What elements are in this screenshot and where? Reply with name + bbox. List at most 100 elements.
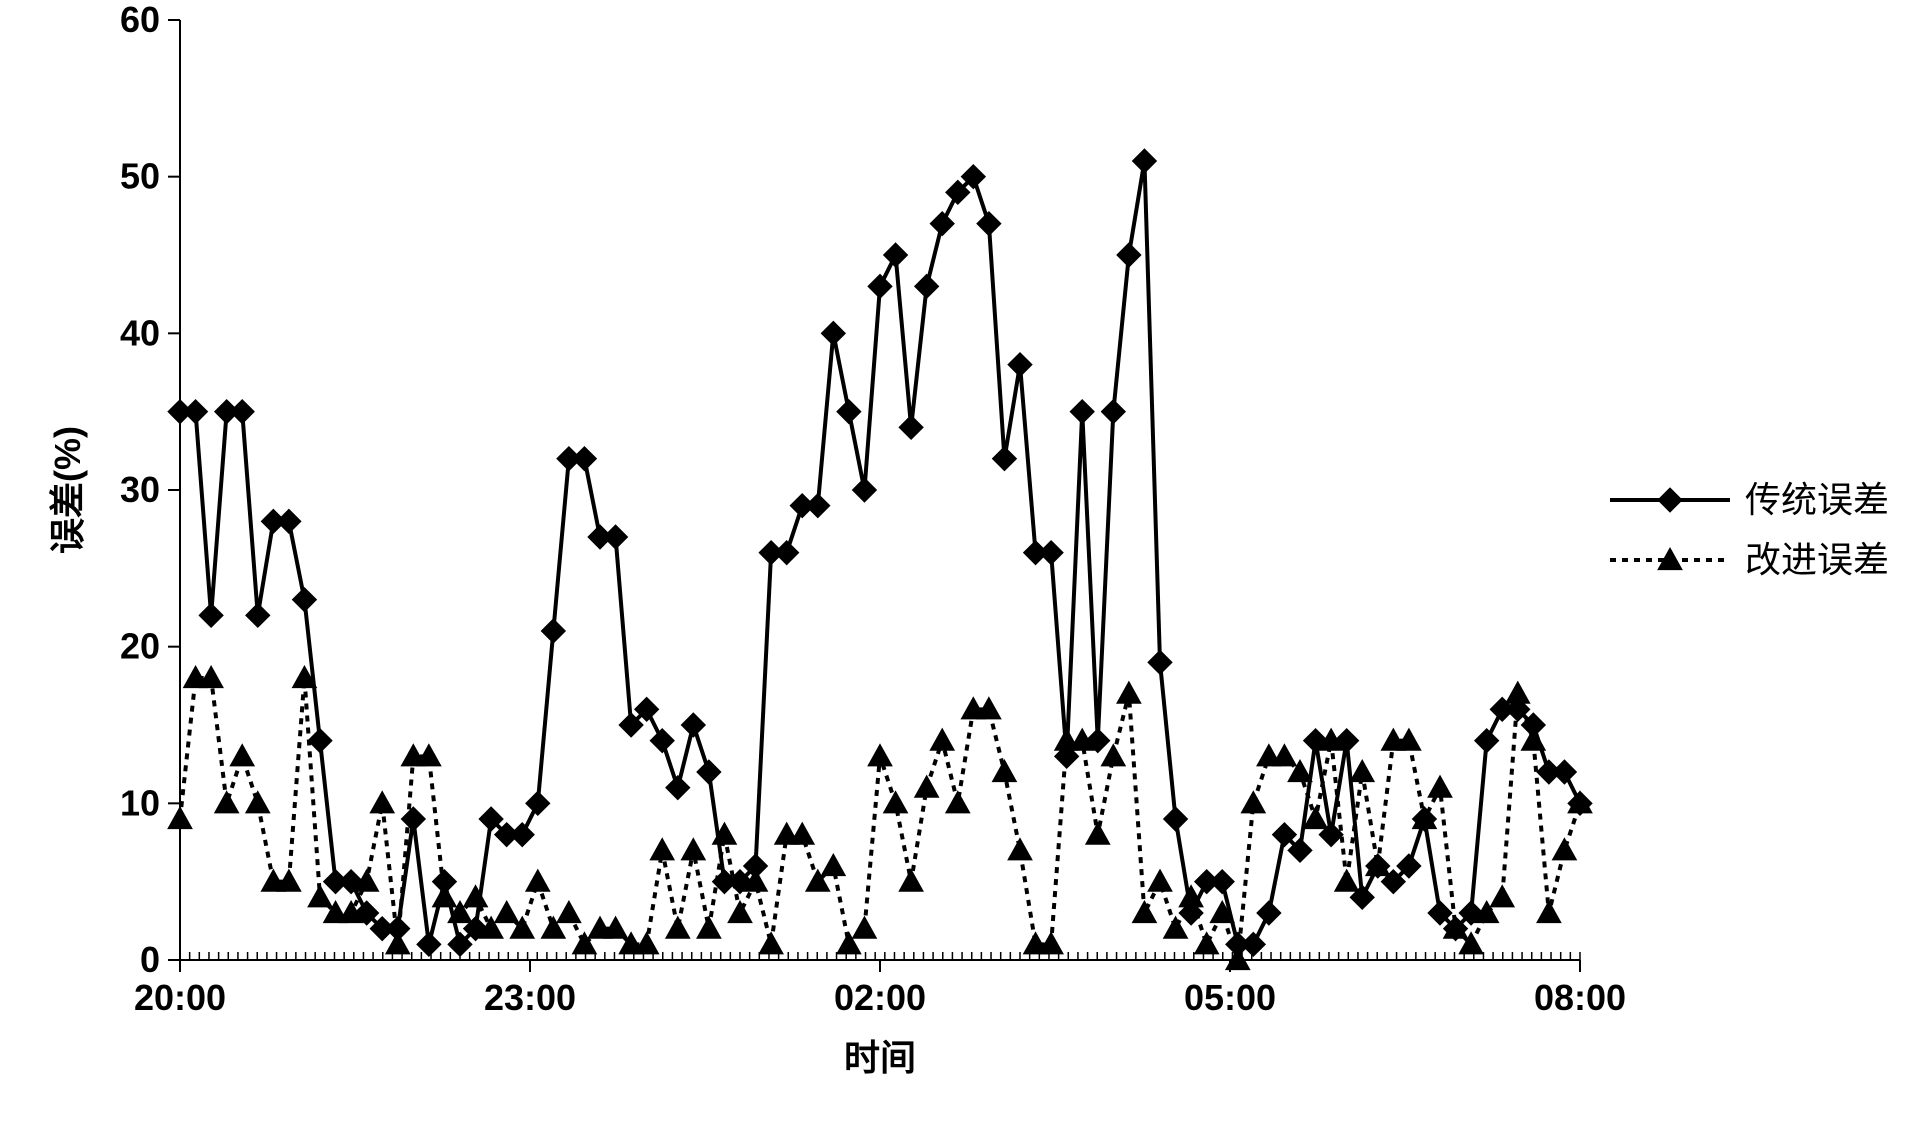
y-tick-label: 50	[120, 156, 160, 197]
diamond-marker	[1070, 400, 1094, 424]
triangle-marker	[432, 885, 456, 907]
triangle-marker	[946, 791, 970, 813]
diamond-marker	[1475, 729, 1499, 753]
diamond-marker	[199, 603, 223, 627]
triangle-marker	[884, 791, 908, 813]
diamond-marker	[541, 619, 565, 643]
triangle-marker	[899, 870, 923, 892]
triangle-marker	[1101, 744, 1125, 766]
triangle-marker	[308, 885, 332, 907]
diamond-marker	[697, 760, 721, 784]
diamond-marker	[230, 400, 254, 424]
diamond-marker	[1008, 353, 1032, 377]
triangle-marker	[1350, 760, 1374, 782]
diamond-marker	[821, 321, 845, 345]
triangle-marker	[168, 807, 192, 829]
triangle-marker	[790, 823, 814, 845]
y-tick-label: 20	[120, 626, 160, 667]
triangle-marker	[868, 744, 892, 766]
diamond-marker	[899, 415, 923, 439]
diamond-marker	[292, 588, 316, 612]
diamond-marker	[604, 525, 628, 549]
triangle-marker	[1428, 776, 1452, 798]
x-axis-label: 时间	[844, 1037, 916, 1078]
triangle-marker	[557, 901, 581, 923]
triangle-marker	[681, 838, 705, 860]
y-axis-label: 误差(%)	[47, 426, 88, 554]
triangle-marker	[215, 791, 239, 813]
triangle-marker	[1506, 682, 1530, 704]
diamond-marker	[401, 807, 425, 831]
diamond-marker	[1132, 149, 1156, 173]
diamond-marker	[1164, 807, 1188, 831]
triangle-marker	[1552, 838, 1576, 860]
triangle-marker	[464, 885, 488, 907]
diamond-marker	[1039, 541, 1063, 565]
triangle-marker	[1117, 682, 1141, 704]
triangle-marker	[1521, 729, 1545, 751]
diamond-marker	[1552, 760, 1576, 784]
x-tick-label: 08:00	[1534, 977, 1626, 1018]
triangle-marker	[1490, 885, 1514, 907]
triangle-marker	[992, 760, 1016, 782]
diamond-marker	[277, 509, 301, 533]
line-chart: 010203040506020:0023:0002:0005:0008:00误差…	[0, 0, 1924, 1134]
triangle-marker	[1272, 744, 1296, 766]
legend-label: 传统误差	[1745, 479, 1889, 520]
diamond-marker	[977, 212, 1001, 236]
diamond-marker	[184, 400, 208, 424]
diamond-marker	[666, 776, 690, 800]
triangle-marker	[1537, 901, 1561, 923]
x-tick-label: 20:00	[134, 977, 226, 1018]
triangle-marker	[650, 838, 674, 860]
x-tick-label: 02:00	[834, 977, 926, 1018]
diamond-marker	[526, 791, 550, 815]
diamond-marker	[837, 400, 861, 424]
diamond-marker	[1257, 901, 1281, 925]
diamond-marker	[650, 729, 674, 753]
triangle-marker	[230, 744, 254, 766]
diamond-marker	[1117, 243, 1141, 267]
y-tick-label: 40	[120, 312, 160, 353]
triangle-marker	[1148, 870, 1172, 892]
triangle-marker	[852, 917, 876, 939]
diamond-marker	[806, 494, 830, 518]
triangle-marker	[759, 932, 783, 954]
triangle-marker	[915, 776, 939, 798]
triangle-marker	[697, 917, 721, 939]
legend-label: 改进误差	[1745, 539, 1889, 580]
y-tick-label: 10	[120, 782, 160, 823]
triangle-marker	[495, 901, 519, 923]
triangle-marker	[930, 729, 954, 751]
triangle-marker	[1335, 870, 1359, 892]
diamond-marker	[417, 932, 441, 956]
diamond-marker	[1210, 870, 1234, 894]
diamond-marker	[681, 713, 705, 737]
diamond-marker	[510, 823, 534, 847]
triangle-marker	[246, 791, 270, 813]
triangle-marker	[370, 791, 394, 813]
triangle-marker	[386, 932, 410, 954]
y-tick-label: 60	[120, 0, 160, 40]
diamond-marker	[915, 274, 939, 298]
diamond-marker	[852, 478, 876, 502]
diamond-marker	[246, 603, 270, 627]
triangle-marker	[1086, 823, 1110, 845]
y-tick-label: 0	[140, 939, 160, 980]
diamond-marker	[572, 447, 596, 471]
legend-diamond-icon	[1658, 488, 1682, 512]
triangle-marker	[1164, 917, 1188, 939]
diamond-marker	[992, 447, 1016, 471]
x-tick-label: 23:00	[484, 977, 576, 1018]
triangle-marker	[1008, 838, 1032, 860]
triangle-marker	[728, 901, 752, 923]
diamond-marker	[1101, 400, 1125, 424]
triangle-marker	[526, 870, 550, 892]
diamond-marker	[775, 541, 799, 565]
triangle-marker	[1241, 791, 1265, 813]
diamond-marker	[1148, 650, 1172, 674]
series-line-1	[180, 678, 1580, 960]
triangle-marker	[1226, 948, 1250, 970]
triangle-marker	[1132, 901, 1156, 923]
chart-container: 010203040506020:0023:0002:0005:0008:00误差…	[0, 0, 1924, 1134]
